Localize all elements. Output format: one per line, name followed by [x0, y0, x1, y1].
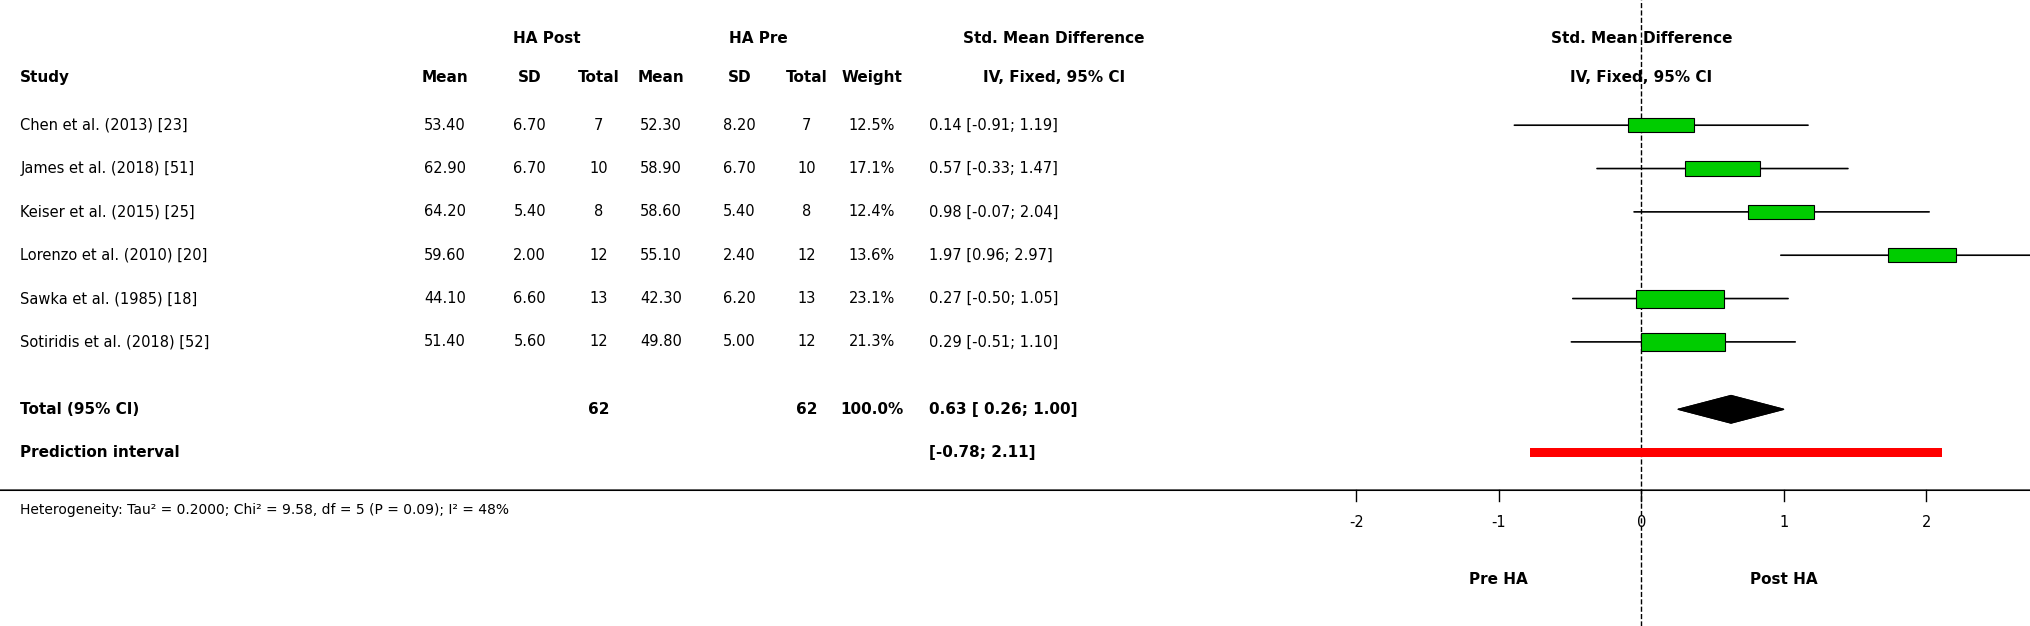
FancyBboxPatch shape	[1531, 448, 1943, 458]
Text: 49.80: 49.80	[639, 334, 682, 349]
Text: 5.60: 5.60	[514, 334, 546, 349]
Text: 58.90: 58.90	[639, 161, 682, 176]
FancyBboxPatch shape	[1748, 205, 1813, 219]
Text: 1: 1	[1778, 515, 1788, 530]
Text: 7: 7	[802, 118, 812, 133]
Text: 6.60: 6.60	[514, 291, 546, 306]
Text: 42.30: 42.30	[639, 291, 682, 306]
Text: 12: 12	[589, 334, 607, 349]
Text: 23.1%: 23.1%	[849, 291, 895, 306]
Text: Heterogeneity: Tau² = 0.2000; Chi² = 9.58, df = 5 (P = 0.09); I² = 48%: Heterogeneity: Tau² = 0.2000; Chi² = 9.5…	[20, 503, 510, 518]
Text: 10: 10	[798, 161, 816, 176]
Text: 0.57 [-0.33; 1.47]: 0.57 [-0.33; 1.47]	[930, 161, 1058, 176]
Text: 100.0%: 100.0%	[840, 402, 903, 417]
Text: 52.30: 52.30	[639, 118, 682, 133]
Text: 6.20: 6.20	[723, 291, 755, 306]
Text: 62: 62	[587, 402, 609, 417]
Text: 2: 2	[1922, 515, 1931, 530]
Text: -2: -2	[1348, 515, 1364, 530]
FancyBboxPatch shape	[1640, 333, 1725, 351]
Text: Weight: Weight	[840, 69, 901, 85]
Text: 0.27 [-0.50; 1.05]: 0.27 [-0.50; 1.05]	[930, 291, 1058, 306]
Text: Mean: Mean	[637, 69, 684, 85]
Text: 62.90: 62.90	[424, 161, 465, 176]
Text: 13.6%: 13.6%	[849, 248, 895, 263]
Text: James et al. (2018) [51]: James et al. (2018) [51]	[20, 161, 195, 176]
Text: 58.60: 58.60	[639, 204, 682, 219]
Text: 44.10: 44.10	[424, 291, 465, 306]
Text: 12: 12	[798, 334, 816, 349]
Text: Prediction interval: Prediction interval	[20, 445, 181, 460]
Text: 7: 7	[593, 118, 603, 133]
Text: Keiser et al. (2015) [25]: Keiser et al. (2015) [25]	[20, 204, 195, 219]
Text: HA Pre: HA Pre	[729, 31, 788, 46]
Text: Study: Study	[20, 69, 71, 85]
Text: 0.29 [-0.51; 1.10]: 0.29 [-0.51; 1.10]	[930, 334, 1058, 349]
Text: Mean: Mean	[422, 69, 469, 85]
Text: 0: 0	[1636, 515, 1646, 530]
Text: 2.00: 2.00	[514, 248, 546, 263]
Text: 2.40: 2.40	[723, 248, 755, 263]
Text: 12.5%: 12.5%	[849, 118, 895, 133]
Text: 21.3%: 21.3%	[849, 334, 895, 349]
Text: Total: Total	[577, 69, 619, 85]
Text: 0.14 [-0.91; 1.19]: 0.14 [-0.91; 1.19]	[930, 118, 1058, 133]
Text: 6.70: 6.70	[723, 161, 755, 176]
Text: 8: 8	[802, 204, 812, 219]
Text: [-0.78; 2.11]: [-0.78; 2.11]	[930, 445, 1035, 460]
Text: 1.97 [0.96; 2.97]: 1.97 [0.96; 2.97]	[930, 248, 1054, 263]
Text: SD: SD	[727, 69, 751, 85]
Text: 51.40: 51.40	[424, 334, 465, 349]
Text: Post HA: Post HA	[1750, 572, 1817, 587]
Text: 62: 62	[796, 402, 818, 417]
Text: 53.40: 53.40	[424, 118, 465, 133]
Text: 64.20: 64.20	[424, 204, 465, 219]
Text: -1: -1	[1492, 515, 1506, 530]
Polygon shape	[1679, 396, 1784, 423]
Text: 5.00: 5.00	[723, 334, 755, 349]
Text: 12: 12	[798, 248, 816, 263]
Text: HA Post: HA Post	[514, 31, 581, 46]
Text: Sotiridis et al. (2018) [52]: Sotiridis et al. (2018) [52]	[20, 334, 209, 349]
Text: Chen et al. (2013) [23]: Chen et al. (2013) [23]	[20, 118, 189, 133]
Text: 0.63 [ 0.26; 1.00]: 0.63 [ 0.26; 1.00]	[930, 402, 1078, 417]
Text: Total (95% CI): Total (95% CI)	[20, 402, 140, 417]
Text: Pre HA: Pre HA	[1470, 572, 1529, 587]
Text: Lorenzo et al. (2010) [20]: Lorenzo et al. (2010) [20]	[20, 248, 207, 263]
Text: 6.70: 6.70	[514, 118, 546, 133]
Text: 6.70: 6.70	[514, 161, 546, 176]
FancyBboxPatch shape	[1636, 289, 1723, 307]
Text: 10: 10	[589, 161, 607, 176]
Text: 55.10: 55.10	[639, 248, 682, 263]
Text: 12.4%: 12.4%	[849, 204, 895, 219]
FancyBboxPatch shape	[1628, 118, 1693, 132]
Text: 0.98 [-0.07; 2.04]: 0.98 [-0.07; 2.04]	[930, 204, 1058, 219]
Text: 13: 13	[589, 291, 607, 306]
Text: 17.1%: 17.1%	[849, 161, 895, 176]
Text: Total: Total	[786, 69, 828, 85]
FancyBboxPatch shape	[1888, 248, 1955, 262]
Text: Sawka et al. (1985) [18]: Sawka et al. (1985) [18]	[20, 291, 197, 306]
Text: IV, Fixed, 95% CI: IV, Fixed, 95% CI	[1569, 69, 1713, 85]
Text: 5.40: 5.40	[723, 204, 755, 219]
Text: IV, Fixed, 95% CI: IV, Fixed, 95% CI	[983, 69, 1125, 85]
Text: 59.60: 59.60	[424, 248, 465, 263]
Text: Std. Mean Difference: Std. Mean Difference	[964, 31, 1145, 46]
FancyBboxPatch shape	[1685, 161, 1760, 177]
Text: 8: 8	[593, 204, 603, 219]
Text: 8.20: 8.20	[723, 118, 755, 133]
Text: Std. Mean Difference: Std. Mean Difference	[1551, 31, 1732, 46]
Text: SD: SD	[518, 69, 542, 85]
Text: 5.40: 5.40	[514, 204, 546, 219]
Text: 12: 12	[589, 248, 607, 263]
Text: 13: 13	[798, 291, 816, 306]
